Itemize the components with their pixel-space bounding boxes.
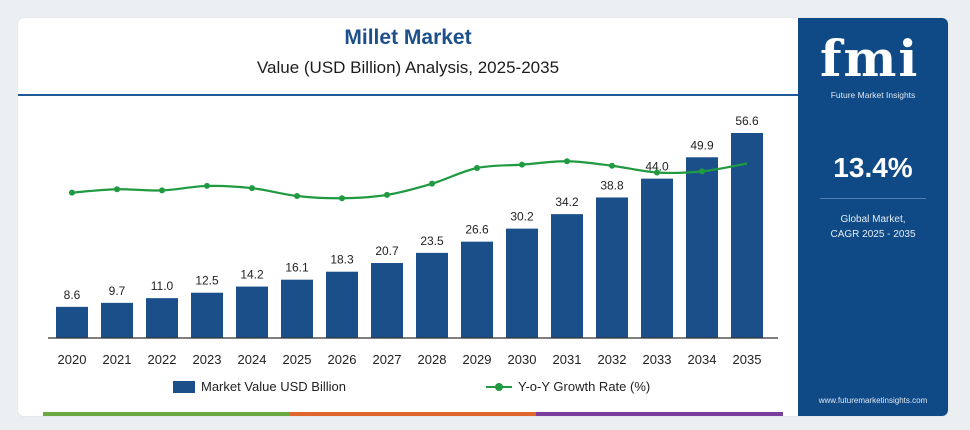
bar-2020 (56, 306, 88, 338)
growth-point-2027 (384, 191, 390, 198)
x-tick-2030: 2030 (508, 352, 537, 367)
strip-orange (289, 412, 537, 416)
growth-point-2025 (294, 193, 300, 199)
cagr-label: Global Market, CAGR 2025 - 2035 (798, 212, 948, 242)
cagr-label-line2: CAGR 2025 - 2035 (830, 229, 916, 240)
website-link[interactable]: www.futuremarketinsights.com (818, 396, 928, 405)
growth-rate-line (71, 160, 748, 200)
growth-point-2033 (654, 169, 660, 176)
chart-title: Millet Market (344, 26, 472, 49)
data-label-2028: 23.5 (420, 234, 444, 248)
growth-point-2030 (519, 161, 525, 168)
bar-2033 (641, 178, 673, 338)
fmi-logo: fmi (820, 29, 920, 88)
x-tick-2026: 2026 (328, 352, 357, 367)
x-tick-2027: 2027 (373, 352, 402, 367)
growth-point-2022 (159, 187, 165, 194)
x-tick-2024: 2024 (238, 352, 267, 367)
legend-growth-rate-label: Y-o-Y Growth Rate (%) (518, 379, 651, 394)
x-tick-2025: 2025 (283, 352, 312, 367)
x-tick-2032: 2032 (598, 352, 627, 367)
data-label-2027: 20.7 (375, 244, 399, 258)
bar-2025 (281, 279, 313, 338)
growth-point-2032 (609, 162, 615, 169)
bar-2021 (101, 302, 133, 338)
legend-growth-rate: Y-o-Y Growth Rate (%) (486, 379, 650, 394)
bar-2026 (326, 271, 358, 338)
color-strip (43, 412, 784, 416)
bar-2023 (191, 292, 223, 338)
x-tick-2021: 2021 (103, 352, 132, 367)
bar-2022 (146, 298, 178, 338)
bar-2032 (596, 197, 628, 338)
sidebar-divider (820, 198, 926, 199)
x-tick-2035: 2035 (733, 352, 762, 367)
logo-subtitle: Future Market Insights (830, 90, 916, 100)
data-label-2032: 38.8 (600, 178, 624, 192)
x-tick-2031: 2031 (553, 352, 582, 367)
x-tick-2020: 2020 (58, 352, 87, 367)
x-tick-2029: 2029 (463, 352, 492, 367)
growth-point-2028 (429, 180, 435, 187)
chart-subtitle: Value (USD Billion) Analysis, 2025-2035 (256, 58, 560, 77)
data-label-2030: 30.2 (510, 210, 534, 224)
strip-green (43, 412, 290, 416)
data-label-2024: 14.2 (240, 268, 264, 282)
bar-2034 (686, 157, 718, 338)
growth-point-2034 (699, 168, 705, 175)
bar-2029 (461, 241, 493, 338)
brand-sidebar: fmi Future Market Insights 13.4% Global … (798, 18, 948, 416)
growth-point-2024 (249, 185, 255, 192)
legend-bar-swatch (173, 380, 195, 393)
data-label-2022: 11.0 (151, 279, 174, 293)
legend-line-swatch (486, 382, 512, 391)
data-label-2035: 56.6 (735, 114, 759, 128)
cagr-label-line1: Global Market, (840, 214, 906, 225)
cagr-value: 13.4% (833, 152, 913, 183)
growth-point-2021 (114, 186, 120, 193)
data-label-2026: 18.3 (330, 253, 354, 267)
bar-2028 (416, 252, 448, 338)
growth-point-2020 (69, 189, 75, 196)
x-tick-2033: 2033 (643, 352, 672, 367)
growth-point-2023 (204, 182, 210, 189)
data-label-2020: 8.6 (64, 288, 81, 302)
data-label-2031: 34.2 (555, 195, 579, 209)
x-tick-2023: 2023 (193, 352, 222, 367)
data-label-2029: 26.6 (465, 223, 489, 237)
legend-market-value: Market Value USD Billion (173, 379, 346, 394)
growth-point-2029 (474, 165, 480, 171)
growth-point-2031 (564, 158, 570, 165)
data-label-2021: 9.7 (109, 284, 126, 298)
data-label-2023: 12.5 (195, 274, 219, 288)
bar-2027 (371, 263, 403, 338)
bar-2030 (506, 228, 538, 338)
legend-market-value-label: Market Value USD Billion (201, 379, 346, 394)
bar-2035 (731, 133, 763, 338)
bar-2024 (236, 286, 268, 338)
title-divider (18, 94, 798, 96)
x-tick-2022: 2022 (148, 352, 177, 367)
data-label-2034: 49.9 (690, 138, 714, 152)
bar-2031 (551, 214, 583, 338)
strip-purple (536, 412, 784, 416)
data-label-2033: 44.0 (645, 160, 669, 174)
bar-line-chart: 8.6 2020 9.7 2021 11.0 2022 12.5 2023 14.2 2024 16… (48, 114, 778, 367)
chart-card: Millet Market Value (USD Billion) Analys… (18, 18, 948, 416)
x-tick-2028: 2028 (418, 352, 447, 367)
data-label-2025: 16.1 (285, 261, 309, 275)
x-tick-2034: 2034 (688, 352, 717, 367)
growth-point-2026 (339, 195, 345, 202)
